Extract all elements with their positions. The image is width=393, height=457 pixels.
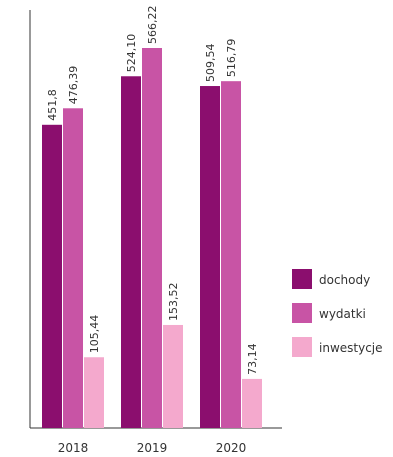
- data-label-dochody-2018: 451,8: [46, 89, 59, 121]
- bar-dochody-2020: [200, 86, 220, 428]
- data-label-inwestycje-2018: 105,44: [88, 315, 101, 354]
- x-tick-label-2020: 2020: [216, 441, 247, 455]
- bar-wydatki-2019: [142, 48, 162, 428]
- bar-inwestycje-2018: [84, 357, 104, 428]
- legend-swatch-inwestycje: [292, 337, 312, 357]
- bar-inwestycje-2020: [242, 378, 262, 428]
- legend-swatch-dochody: [292, 269, 312, 289]
- data-label-wydatki-2019: 566,22: [146, 6, 159, 45]
- bar-wydatki-2020: [221, 81, 241, 428]
- bar-dochody-2018: [42, 124, 62, 428]
- data-label-dochody-2020: 509,54: [204, 44, 217, 83]
- data-label-dochody-2019: 524,10: [125, 34, 138, 73]
- legend-label-dochody: dochody: [319, 273, 370, 287]
- bar-dochody-2019: [121, 76, 141, 428]
- legend-label-wydatki: wydatki: [319, 307, 366, 321]
- bars-group: [42, 48, 262, 428]
- data-label-wydatki-2018: 476,39: [67, 66, 80, 105]
- x-tick-labels-group: 2018 2019 2020: [58, 441, 247, 455]
- data-label-wydatki-2020: 516,79: [225, 39, 238, 78]
- data-label-inwestycje-2019: 153,52: [167, 282, 180, 321]
- x-tick-label-2019: 2019: [137, 441, 168, 455]
- legend: dochody wydatki inwestycje: [292, 269, 383, 357]
- data-labels-group: 451,8 476,39 105,44 524,10 566,22 153,52 509,5…: [46, 6, 259, 375]
- data-label-inwestycje-2020: 73,14: [246, 343, 259, 375]
- x-tick-label-2018: 2018: [58, 441, 89, 455]
- bar-inwestycje-2019: [163, 324, 183, 428]
- legend-label-inwestycje: inwestycje: [319, 341, 383, 355]
- bar-wydatki-2018: [63, 108, 83, 428]
- legend-swatch-wydatki: [292, 303, 312, 323]
